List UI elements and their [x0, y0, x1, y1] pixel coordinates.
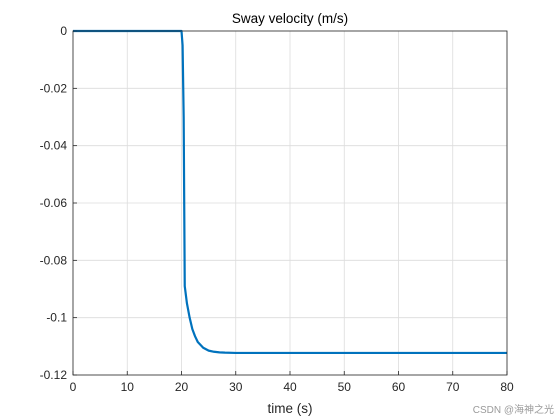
y-tick-label: -0.08	[40, 253, 68, 267]
watermark: CSDN @海神之光	[472, 405, 554, 416]
x-tick-label: 0	[70, 380, 77, 394]
y-tick-label: -0.06	[40, 196, 68, 210]
x-tick-label: 30	[229, 380, 243, 394]
series-line	[73, 29, 507, 355]
x-tick-label: 60	[392, 380, 406, 394]
y-tick-label: 0	[60, 24, 67, 38]
x-tick-label: 20	[175, 380, 189, 394]
x-tick-label: 50	[338, 380, 352, 394]
y-tick-label: -0.12	[40, 368, 68, 382]
y-tick-label: -0.1	[46, 311, 67, 325]
x-tick-label: 80	[500, 380, 514, 394]
x-tick-label: 10	[121, 380, 135, 394]
y-tick-label: -0.02	[40, 81, 68, 95]
chart-title: Sway velocity (m/s)	[232, 11, 348, 26]
x-axis-label: time (s)	[268, 401, 313, 416]
grid	[72, 30, 508, 376]
x-tick-label: 70	[446, 380, 460, 394]
y-tick-label: -0.04	[40, 139, 68, 153]
ticks: 0 10 20 30 40 50 60 70 80 0 -0.02 -0.04 -0.06 -0.08 -0…	[40, 24, 514, 394]
x-tick-label: 40	[283, 380, 297, 394]
series-layer	[73, 29, 507, 355]
